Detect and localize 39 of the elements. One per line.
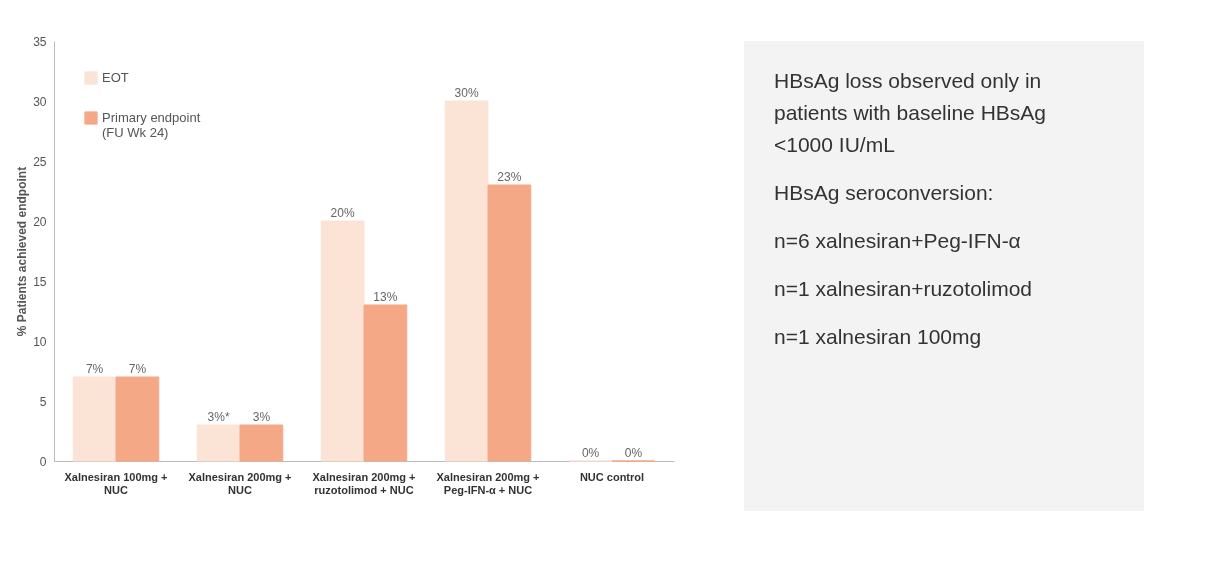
data-label: 7% (85, 362, 104, 376)
data-label: 3% (252, 410, 271, 424)
bar (444, 100, 489, 462)
data-label: 30% (454, 86, 479, 100)
y-tick-label: 10 (33, 334, 47, 349)
text: HBsAg loss observed only in patients with baseline HBsAg <1000 IU/mL (774, 69, 1046, 156)
legend-label: Primary endpoint (FU Wk 24) (102, 110, 201, 140)
data-label: 13% (373, 290, 398, 304)
data-label: 0% (581, 446, 600, 460)
bar (239, 424, 284, 462)
x-tick-label: NUC control (579, 470, 645, 483)
bar (320, 220, 365, 462)
text: n=1 xalnesiran 100mg (774, 325, 982, 348)
text: n=6 xalnesiran+Peg-IFN-α (774, 229, 1021, 252)
y-tick-label: 35 (33, 34, 47, 49)
text: n=1 xalnesiran+ruzotolimod (774, 277, 1032, 300)
y-tick-label: 15 (33, 274, 47, 289)
y-tick-label: 25 (33, 154, 47, 169)
data-label: 0% (624, 446, 643, 460)
x-tick-label: Xalnesiran 200mg + ruzotolimod + NUC (312, 470, 416, 496)
data-label: 7% (128, 362, 147, 376)
bar (363, 304, 408, 462)
legend-label: EOT (102, 70, 129, 85)
data-label: 20% (330, 206, 355, 220)
y-tick-label: 30 (33, 94, 47, 109)
data-label: 23% (497, 170, 522, 184)
text: HBsAg seroconversion: (774, 181, 994, 204)
bar (115, 376, 160, 462)
y-axis-title: % Patients achieved endpoint (15, 166, 30, 337)
y-tick-label: 5 (39, 394, 47, 409)
x-tick-label: Xalnesiran 200mg + NUC (188, 470, 292, 496)
x-tick-label: Xalnesiran 200mg + Peg-IFN-α + NUC (436, 470, 540, 496)
y-tick-label: 20 (33, 214, 47, 229)
data-label: 3%* (207, 410, 230, 424)
bar (487, 184, 532, 462)
bar (72, 376, 117, 462)
y-tick-label: 0 (39, 454, 47, 469)
x-tick-label: Xalnesiran 100mg + NUC (64, 470, 168, 496)
bar (196, 424, 241, 462)
